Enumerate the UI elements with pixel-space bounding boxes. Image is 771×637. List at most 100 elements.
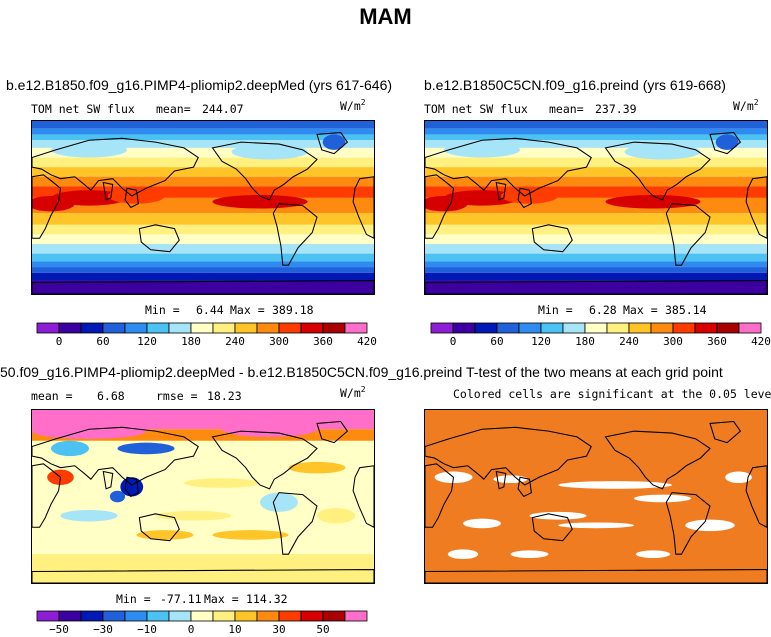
field-band	[425, 140, 767, 148]
field-blob	[32, 195, 75, 212]
field-band	[32, 167, 374, 177]
panel-b-colorbar-tick-label: 420	[751, 335, 771, 348]
field-band	[425, 244, 767, 254]
coastline	[709, 131, 742, 155]
field-band	[32, 244, 374, 254]
panel-b-colorbar-swatch	[474, 322, 498, 334]
field-band	[425, 224, 767, 235]
panel-c-colorbar-swatch	[36, 610, 60, 622]
panel-c-colorbar-tick-label: 0	[188, 623, 195, 636]
non-significant-area	[510, 550, 549, 559]
page-title: MAM	[359, 4, 412, 29]
panel-c-rmse-label: rmse =	[156, 389, 198, 403]
panel-a-max-value: 389.18	[272, 303, 314, 317]
panel-a-colorbar-tick-label: 420	[357, 335, 377, 348]
panel-c-colorbar-swatch	[344, 610, 368, 622]
panel-c-max-label: Max =	[204, 592, 239, 606]
panel-d-title: T-test of the two means at each grid poi…	[466, 364, 723, 380]
panel-a-colorbar-swatch	[322, 322, 346, 334]
coastline	[425, 280, 767, 294]
panel-c-mean-label: mean =	[31, 389, 73, 403]
non-significant-area	[558, 522, 634, 529]
field-blob	[212, 530, 289, 540]
panel-b-mean-value: 237.39	[595, 102, 637, 116]
panel-b-min-value: 6.28	[589, 303, 617, 317]
field-blob	[715, 134, 739, 150]
field-band	[32, 186, 374, 198]
coastline	[211, 141, 318, 201]
coastline	[425, 569, 767, 583]
panel-b-min-label: Min =	[538, 303, 573, 317]
coastline	[495, 181, 507, 201]
non-significant-area	[685, 519, 735, 532]
significance-field	[425, 410, 767, 583]
panel-b-map	[424, 120, 768, 295]
panel-a-colorbar-swatch	[300, 322, 324, 334]
coastline	[425, 137, 592, 197]
panel-a-mean-label: mean=	[156, 102, 191, 116]
panel-a-colorbar-tick-label: 60	[96, 335, 109, 348]
panel-c-colorbar-tick-label: 50	[316, 623, 329, 636]
panel-b-units: W/m2	[733, 98, 759, 113]
coastline	[495, 470, 507, 490]
non-significant-area	[725, 471, 752, 484]
field-band	[32, 234, 374, 245]
panel-b-colorbar-swatch	[606, 322, 630, 334]
coastline	[517, 187, 532, 209]
field-band	[425, 253, 767, 262]
panel-b-colorbar-tick-label: 300	[663, 335, 683, 348]
panel-c-colorbar: −50 −30 −10 0 10 30 50	[36, 609, 368, 637]
field-blob	[212, 195, 308, 209]
panel-b-colorbar-tick-label: 120	[531, 335, 551, 348]
non-significant-area	[447, 549, 479, 559]
coastline	[517, 476, 532, 498]
field-band	[32, 253, 374, 262]
coastline	[138, 224, 180, 253]
panel-d-subtitle: Colored cells are significant at the 0.0…	[453, 387, 771, 401]
panel-b-colorbar-swatch	[518, 322, 542, 334]
panel-a-colorbar-swatch	[256, 322, 280, 334]
field-band	[32, 272, 374, 281]
panel-b-variable: TOM net SW flux	[424, 102, 528, 116]
panel-c-colorbar-swatch	[168, 610, 192, 622]
panel-a-min-value: 6.44	[196, 303, 224, 317]
panel-a-colorbar-swatch	[278, 322, 302, 334]
panel-c-colorbar-swatch	[212, 610, 236, 622]
panel-c-colorbar-swatch	[256, 610, 280, 622]
panel-c-colorbar-tick-label: −10	[137, 623, 157, 636]
field-band	[425, 147, 767, 158]
panel-a-min-label: Min =	[145, 303, 180, 317]
field-band	[425, 267, 767, 273]
coastline	[32, 280, 374, 294]
panel-b-colorbar-swatch	[496, 322, 520, 334]
coastline	[32, 137, 199, 197]
non-significant-area	[634, 494, 691, 503]
panel-b-colorbar-swatch	[650, 322, 674, 334]
panel-a-colorbar-swatch	[36, 322, 60, 334]
non-significant-area	[493, 475, 528, 484]
panel-a-colorbar-tick-label: 300	[269, 335, 289, 348]
coastline	[665, 492, 711, 555]
panel-b-colorbar-swatch	[716, 322, 740, 334]
panel-d-map	[424, 409, 768, 584]
field-band	[32, 134, 374, 141]
field-blob	[444, 142, 520, 158]
field-band	[425, 157, 767, 168]
non-significant-area	[558, 481, 672, 489]
coastline	[531, 224, 573, 253]
field-blob	[317, 508, 355, 524]
panel-c-mean-value: 6.68	[97, 389, 125, 403]
field-blob	[231, 144, 308, 160]
coastline	[531, 513, 573, 542]
panel-b-colorbar-swatch	[452, 322, 476, 334]
coastline	[272, 203, 318, 266]
coastline	[124, 476, 139, 498]
field-band	[425, 234, 767, 245]
field-blob	[501, 188, 558, 204]
panel-c-colorbar-swatch	[322, 610, 346, 622]
field-band	[32, 554, 374, 583]
field-blob	[605, 195, 701, 209]
panel-a-colorbar-swatch	[212, 322, 236, 334]
coastline	[709, 420, 742, 444]
panel-c-colorbar-swatch	[80, 610, 104, 622]
